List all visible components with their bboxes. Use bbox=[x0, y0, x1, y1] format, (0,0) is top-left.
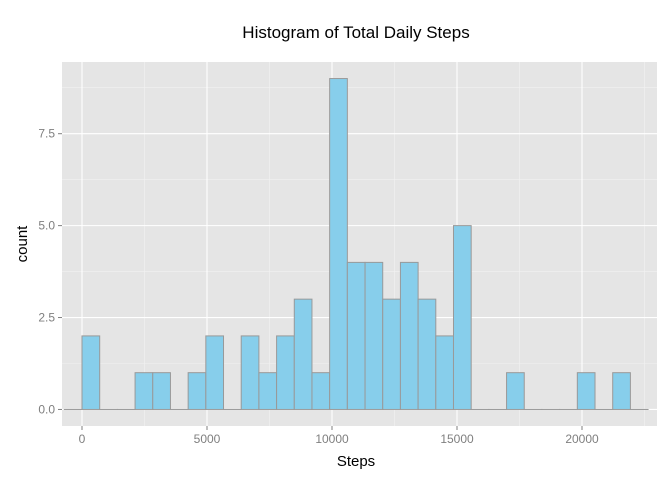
histogram-bar bbox=[187, 372, 207, 410]
chart-title: Histogram of Total Daily Steps bbox=[242, 23, 469, 42]
histogram-bar bbox=[506, 372, 525, 410]
x-axis-title: Steps bbox=[337, 453, 375, 470]
histogram-bar bbox=[364, 261, 384, 410]
x-tick-label: 10000 bbox=[315, 432, 349, 446]
histogram-bar bbox=[576, 372, 596, 410]
histogram-bar bbox=[382, 298, 401, 410]
x-tick-label: 20000 bbox=[565, 432, 599, 446]
histogram-bars bbox=[63, 78, 649, 410]
x-axis-ticks: 0 5000 10000 15000 20000 bbox=[79, 426, 599, 446]
histogram-bar bbox=[399, 261, 419, 410]
histogram-bar bbox=[435, 335, 454, 410]
histogram-bar bbox=[258, 372, 278, 410]
y-tick-label: 7.5 bbox=[38, 127, 55, 141]
y-axis-title: count bbox=[14, 225, 31, 263]
x-tick-label: 0 bbox=[79, 432, 86, 446]
y-tick-label: 2.5 bbox=[38, 311, 55, 325]
histogram-bar bbox=[152, 372, 171, 410]
histogram-bar bbox=[329, 78, 348, 410]
histogram-bar bbox=[612, 372, 631, 410]
histogram-bar bbox=[134, 372, 154, 410]
histogram-bar bbox=[81, 335, 101, 410]
histogram-bar bbox=[205, 335, 225, 410]
histogram-bar bbox=[240, 335, 260, 410]
histogram-bar bbox=[346, 261, 366, 410]
histogram-bar bbox=[311, 372, 331, 410]
histogram-bar bbox=[276, 335, 295, 410]
histogram-bar bbox=[293, 298, 313, 410]
y-tick-label: 5.0 bbox=[38, 219, 55, 233]
x-tick-label: 5000 bbox=[194, 432, 221, 446]
y-tick-label: 0.0 bbox=[38, 402, 55, 416]
x-tick-label: 15000 bbox=[440, 432, 474, 446]
histogram-bar bbox=[417, 298, 437, 410]
histogram-bar bbox=[452, 225, 472, 410]
y-axis-ticks: 0.0 2.5 5.0 7.5 bbox=[38, 127, 62, 416]
